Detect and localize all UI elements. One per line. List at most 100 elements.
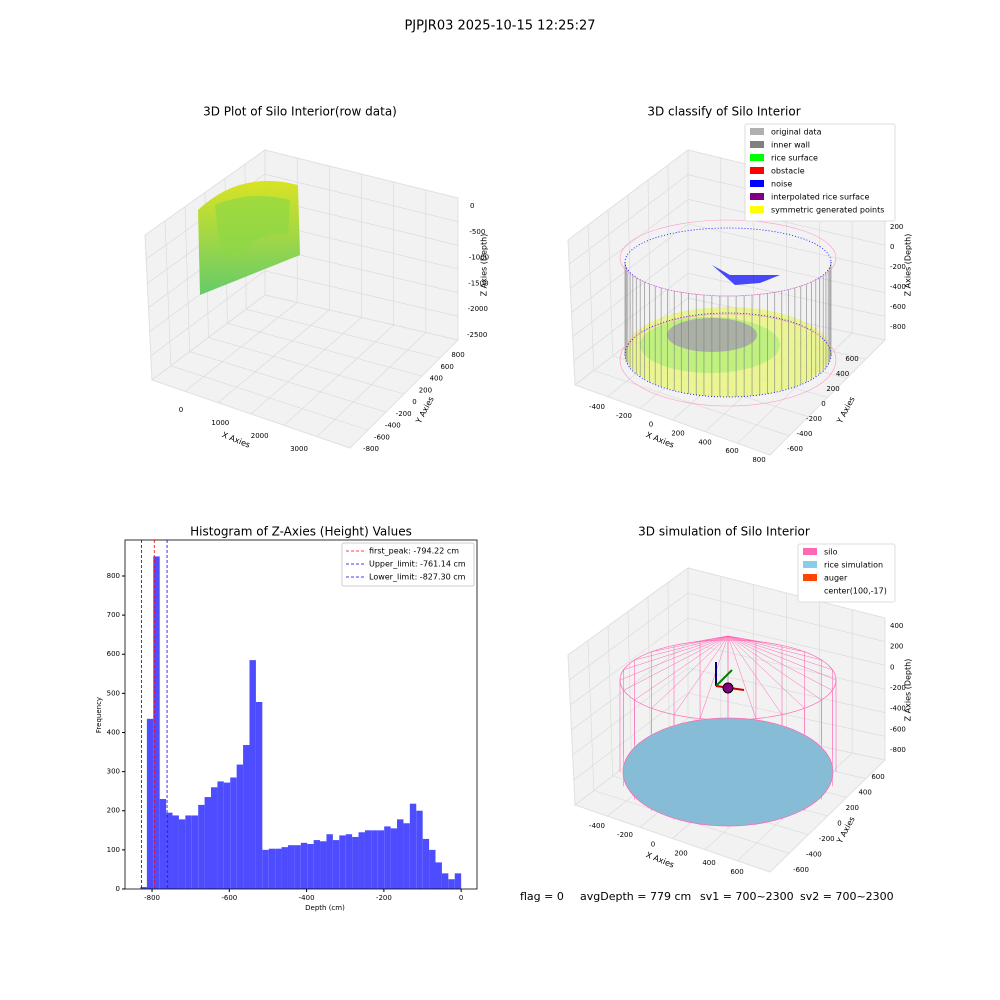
bar [422, 838, 430, 889]
bar [377, 830, 385, 889]
pane-grid [150, 270, 266, 357]
panel-title: 3D Plot of Silo Interior(row data) [203, 105, 397, 119]
z-tick-label: -400 [890, 283, 906, 291]
bar [371, 830, 378, 889]
bar [249, 660, 256, 889]
bar [409, 803, 417, 889]
bar [243, 745, 250, 889]
z-tick-label: -800 [890, 323, 906, 331]
status-text: flag = 0 [520, 890, 564, 903]
bar [140, 887, 147, 889]
x-tick-label: 200 [674, 850, 687, 858]
bar [435, 862, 442, 889]
panel-title: Histogram of Z-Axies (Height) Values [190, 525, 412, 539]
pane-grid [737, 332, 853, 444]
z-tick-label: -800 [890, 746, 906, 754]
panel [144, 149, 459, 449]
silo-ring [619, 219, 837, 297]
x-tick-label: -200 [376, 894, 392, 902]
z-tick-label: -200 [890, 684, 906, 692]
silo-line [634, 635, 729, 661]
z-tick-label: 0 [470, 202, 474, 210]
auger [722, 682, 734, 694]
y-tick-label: -200 [806, 415, 822, 423]
status-text: avgDepth = 779 cm [580, 890, 691, 903]
y-tick-label: -400 [797, 430, 813, 438]
legend-swatch [750, 180, 764, 187]
x-tick-label: 3000 [290, 445, 308, 453]
y-tick-label: 800 [107, 572, 120, 580]
legend-swatch [750, 167, 764, 174]
silo-line [727, 635, 833, 691]
legend-label: noise [771, 180, 792, 189]
bar [429, 849, 436, 889]
legend-swatch [750, 128, 764, 135]
noise-cloud [712, 265, 780, 285]
pane-grid [573, 692, 689, 781]
silo-line [634, 635, 729, 701]
silo-line [700, 635, 729, 642]
bar [364, 830, 372, 889]
y-tick-label: 600 [107, 650, 120, 658]
y-tick-label: -200 [396, 410, 412, 418]
panel [567, 567, 887, 873]
y-tick-label: 300 [107, 768, 120, 776]
silo-line [623, 635, 729, 670]
legend-label: auger [824, 574, 848, 583]
legend-box [797, 543, 896, 603]
silo-line [727, 635, 822, 661]
z-tick-label: -2000 [468, 305, 488, 313]
bar [204, 797, 212, 889]
y-tick-label: -600 [787, 445, 803, 453]
x-tick-label: 2000 [251, 432, 269, 440]
legend-label: first_peak: -794.22 cm [369, 547, 459, 556]
x-tick-label: 400 [702, 859, 715, 867]
x-tick-label: -400 [299, 894, 315, 902]
legend-label: Upper_limit: -761.14 cm [369, 560, 466, 569]
y-tick-label: 200 [846, 804, 859, 812]
pane-grid [264, 270, 459, 317]
y-tick-label: 200 [107, 807, 120, 815]
bar [307, 844, 314, 889]
z-tick-label: -1500 [468, 279, 488, 287]
bar [358, 832, 365, 889]
x-tick-label: 200 [671, 430, 684, 438]
legend-label: inner wall [771, 141, 810, 150]
pane-grid [687, 273, 886, 317]
bar [211, 787, 218, 889]
legend-label: silo [824, 548, 838, 557]
y-tick-label: 0 [837, 820, 841, 828]
z-axis-label: Z Axies (Depth) [904, 234, 913, 297]
y-tick-label: -200 [819, 835, 835, 843]
y-tick-label: 600 [845, 355, 858, 363]
y-tick-label: -800 [363, 445, 379, 453]
z-tick-label: -600 [890, 303, 906, 311]
z-tick-label: 400 [890, 622, 903, 630]
x-tick-label: -400 [589, 822, 605, 830]
pane-grid [316, 332, 427, 437]
pane-grid [687, 692, 886, 737]
x-tick-label: 0 [649, 421, 653, 429]
z-tick-label: 0 [890, 243, 894, 251]
silo-line [727, 635, 822, 701]
z-tick-label: -2500 [467, 331, 487, 339]
bar [172, 815, 179, 889]
legend-label: center(100,-17) [824, 587, 887, 596]
z-tick-label: 200 [890, 223, 903, 231]
bar [178, 819, 186, 889]
bar [166, 812, 173, 889]
y-tick-label: 500 [107, 689, 120, 697]
y-tick-label: 100 [107, 846, 120, 854]
x-tick-label: -200 [617, 831, 633, 839]
panel-title: 3D simulation of Silo Interior [638, 525, 810, 539]
silo-ring [619, 313, 837, 407]
bar [198, 804, 205, 889]
bar [275, 848, 282, 889]
z-tick-label: 0 [890, 663, 894, 671]
bar [345, 834, 353, 889]
plot-frame [124, 539, 478, 890]
z-tick-label: -400 [890, 705, 906, 713]
bar [185, 815, 192, 889]
rice-surface [622, 717, 834, 827]
